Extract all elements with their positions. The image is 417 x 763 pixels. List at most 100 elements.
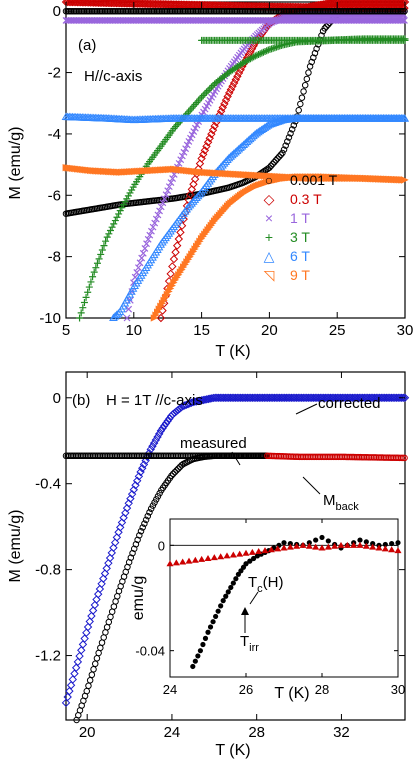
inset-black-point	[200, 641, 206, 648]
a-series-2-point	[125, 305, 133, 313]
a-series-2-point	[183, 141, 191, 149]
panel-a-legend: ○ 0.001 T ◇ 0.3 T × 1 T + 3 T △ 6 T ◹ 9 T	[264, 172, 338, 283]
a-series-3-point	[207, 83, 215, 91]
inset-red-point	[166, 560, 174, 567]
b-series-0-point	[75, 651, 84, 661]
b-series-0-point	[397, 393, 406, 402]
inset-black-point	[220, 598, 226, 604]
a-series-3-point	[189, 102, 197, 110]
inset-red-point	[229, 551, 237, 558]
inset-black-point	[205, 629, 211, 635]
a-series-0-point	[310, 54, 317, 61]
a-series-3-point	[100, 242, 108, 250]
inset-red-point	[185, 557, 193, 564]
inset-black-point	[325, 538, 331, 544]
a-series-3-point	[206, 85, 214, 93]
a-series-3-point	[97, 250, 105, 258]
b-series-0-point	[99, 574, 108, 583]
a-series-2-point	[164, 187, 172, 195]
b-series-1-point	[147, 505, 155, 512]
b-series-0-point	[78, 640, 88, 649]
a-series-2-point	[149, 223, 157, 231]
inset-red-point	[172, 559, 180, 566]
a-series-2-point	[187, 134, 194, 142]
tirr-label: Tirr	[240, 633, 259, 654]
a-series-3-point	[102, 237, 110, 245]
inset-red-point	[350, 541, 358, 548]
b-series-0-point	[80, 634, 89, 643]
a-series-3-point	[253, 51, 261, 59]
inset-black-point	[281, 540, 287, 546]
a-series-0-point	[297, 100, 304, 108]
a-series-3-point	[188, 104, 196, 112]
inset-black-point	[395, 540, 401, 546]
a-series-2-point	[156, 207, 163, 215]
a-series-3-point	[95, 255, 103, 263]
a-series-2-point	[152, 215, 160, 223]
b-series-1-point	[88, 671, 96, 679]
a-series-2-point	[143, 240, 150, 248]
inset-red-point	[394, 547, 402, 554]
b-series-0-point	[66, 681, 76, 690]
inset-black-point	[243, 561, 249, 567]
a-series-2-point	[162, 191, 170, 199]
a-series-0-point	[284, 138, 291, 145]
a-series-1-point	[190, 174, 200, 184]
b-series-0-point	[102, 564, 111, 573]
a-series-0-point	[321, 25, 328, 32]
b-ytick-label: 0	[53, 390, 61, 407]
b-series-0-point	[122, 503, 132, 513]
b-series-1-point	[144, 512, 152, 520]
b-ytick-label: -0.4	[35, 476, 61, 493]
tc-main: T	[248, 574, 257, 591]
b-series-1-point	[93, 655, 101, 662]
panel-b-annotation: H = 1T //c-axis	[106, 392, 203, 409]
b-series-0-point	[117, 518, 127, 527]
inset-black-point	[192, 658, 198, 664]
a-series-0-point	[311, 49, 319, 57]
inset-black-point	[233, 576, 239, 582]
a-series-3-point	[113, 213, 121, 221]
a-series-2-point	[139, 249, 147, 257]
b-xtick-label: 24	[164, 724, 181, 741]
legend-label: 0.001 T	[290, 172, 338, 188]
a-series-3-point	[84, 288, 92, 296]
a-series-3-point	[250, 53, 258, 61]
a-series-1-point	[251, 38, 260, 48]
b-series-0-point	[151, 435, 161, 445]
b-series-0-point	[161, 419, 171, 428]
a-series-3-point	[76, 314, 84, 322]
b-series-0-point	[68, 675, 77, 684]
a-series-3-point	[92, 264, 100, 272]
b-series-0-point	[107, 548, 116, 558]
b-series-0-point	[71, 663, 81, 672]
b-series-0-point	[158, 423, 167, 433]
a-ytick-label: 0	[53, 3, 61, 20]
inset-red-point	[318, 544, 326, 551]
a-series-1-point	[176, 228, 185, 237]
a-series-7-point	[400, 114, 409, 122]
a-series-1-point	[249, 41, 258, 51]
b-series-0-point	[83, 622, 93, 632]
a-series-1-point	[166, 269, 175, 279]
b-series-1-point	[153, 496, 160, 503]
b-series-0-point	[105, 553, 115, 563]
panel-a-xlabel: T (K)	[215, 343, 250, 360]
legend-symbol: ◇	[264, 191, 275, 207]
a-series-3-point	[263, 47, 271, 55]
b-series-0-point	[61, 698, 71, 708]
a-series-4-point	[113, 309, 123, 317]
a-series-0-point	[274, 155, 281, 162]
a-ytick-label: -10	[39, 310, 61, 327]
a-series-0-point	[306, 63, 314, 70]
legend-symbol: ○	[265, 172, 273, 188]
inset-xlabel: T (K)	[274, 685, 309, 702]
b-series-0-point	[170, 408, 179, 418]
tirr-sub: irr	[249, 642, 259, 654]
a-series-3-point	[121, 198, 129, 206]
a-series-3-point	[89, 273, 97, 281]
panel-a-ticks: 5 10 15 20 25 30 0 -2 -4 -6 -8 -10	[39, 2, 413, 339]
a-series-1-point	[179, 214, 188, 224]
legend-label: 0.3 T	[290, 191, 322, 207]
a-series-2-point	[141, 245, 149, 252]
